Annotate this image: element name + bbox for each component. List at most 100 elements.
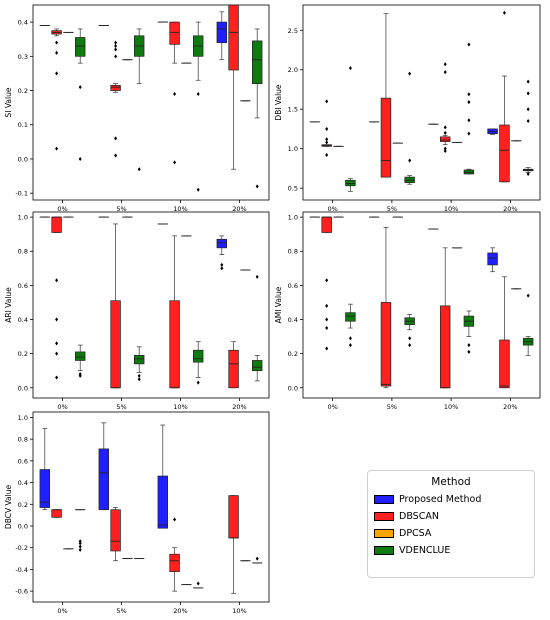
subplot-ari-value: 0.0 0.2 0.4 0.6 0.8 1.0 ARI Value 0% 5% 10% 20% [4,211,270,411]
vdenclue-box-20 [252,274,263,382]
outlier-point [467,343,471,348]
outlier-point [502,10,506,15]
subplot-ami-value: 0.0 0.2 0.4 0.6 0.8 1.0 AMI Value 0% 5% 10% 20% [274,211,541,411]
vdenclue-box-10 [193,21,204,192]
y-tick-label: 2.0 [288,66,298,74]
box-body [380,302,392,387]
box-body [439,136,451,142]
outlier-point [78,373,82,378]
proposed-method-box-20 [157,424,168,529]
y-tick-label: 0.6 [288,282,298,290]
box-body [252,40,263,85]
outlier-point [348,336,352,341]
y-tick-label: 0.4 [288,316,298,324]
x-tick-label: 10% [444,403,458,411]
outlier-point [526,119,530,124]
outlier-point [443,130,447,135]
x-tick-label: 5% [387,403,397,411]
legend-label: Proposed Method [399,493,482,505]
outlier-point [467,131,471,136]
box-body [169,300,180,389]
dbscan-box-0 [321,216,332,351]
box-body [51,509,62,518]
x-tick-label: 20% [173,607,187,615]
outlier-point [467,349,471,354]
vdenclue-box-5 [134,28,145,172]
dbscan-box-5 [380,13,392,178]
y-tick-label: 0.0 [288,384,298,392]
dbscan-box-0 [51,509,62,518]
outlier-point [325,278,329,283]
y-tick-label: 0.8 [288,248,298,256]
outlier-point [443,70,447,75]
y-axis-label: DBI Value [274,84,283,120]
outlier-point [55,351,59,356]
y-tick-label: 0.5 [288,185,298,193]
y-tick-label: 1.0 [288,214,298,222]
x-tick-label: 10% [232,607,246,615]
outlier-point [255,274,259,279]
box-body [98,448,109,511]
outlier-point [348,343,352,348]
x-tick-label: 5% [116,607,126,615]
outlier-point [255,184,259,189]
y-tick-label: 0.4 [18,19,28,27]
vdenclue-box-0 [75,509,86,552]
legend-item-vdenclue: VDENCLUE [374,544,450,556]
vdenclue-box-20 [252,28,263,189]
vdenclue-box-0 [75,28,86,161]
dbscan-box-5 [110,40,121,158]
dbscan-box-20 [499,276,510,389]
box-body [51,216,62,233]
outlier-point [173,160,177,165]
outlier-point [114,136,118,141]
outlier-point [526,107,530,112]
y-axis-label: AMI Value [274,286,283,323]
x-tick-label: 0% [57,205,67,213]
x-tick-label: 20% [232,403,246,411]
legend-swatch-dpcsa [374,528,394,538]
box-body [75,37,86,57]
outlier-point [55,341,59,346]
y-tick-label: 0.4 [18,316,28,324]
outlier-point [78,539,82,544]
dbscan-box-20 [499,10,510,183]
outlier-point [526,171,530,176]
outlier-point [196,380,200,385]
dbscan-box-20 [228,341,239,389]
dbscan-box-20 [169,517,180,592]
outlier-point [443,146,447,151]
y-tick-label: 2.5 [288,27,298,35]
box-body [169,553,180,572]
y-tick-label: 0.2 [288,350,298,358]
vdenclue-box-5 [404,71,415,185]
subplot-dbi-value: 0.5 1.0 1.5 2.0 2.5 DBI Value 0% 5% 10% 20% [274,4,541,213]
y-axis-label: DBCV Value [4,485,13,530]
outlier-point [196,581,200,586]
y-tick-label: -0.2 [15,544,28,552]
outlier-point [55,278,59,283]
outlier-point [325,317,329,322]
dbscan-box-5 [110,507,121,562]
y-tick-label: 0.4 [18,479,28,487]
vdenclue-box-10 [252,556,263,564]
outlier-point [114,54,118,59]
y-tick-label: 1.5 [288,106,298,114]
dbscan-box-10 [439,62,451,154]
y-tick-label: -0.4 [15,566,28,574]
legend-swatch-dbscan [374,511,394,521]
box-body [228,4,239,71]
outlier-point [408,71,412,76]
box-body [193,349,204,363]
x-tick-label: 20% [503,205,517,213]
y-tick-label: 0.6 [18,457,28,465]
outlier-point [325,153,329,157]
x-tick-label: 0% [57,607,67,615]
legend-label: DBSCAN [399,510,439,522]
dbscan-box-0 [51,28,62,151]
y-tick-label: 0.0 [18,523,28,531]
proposed-method-box-20 [487,128,498,135]
x-tick-label: 10% [173,205,187,213]
